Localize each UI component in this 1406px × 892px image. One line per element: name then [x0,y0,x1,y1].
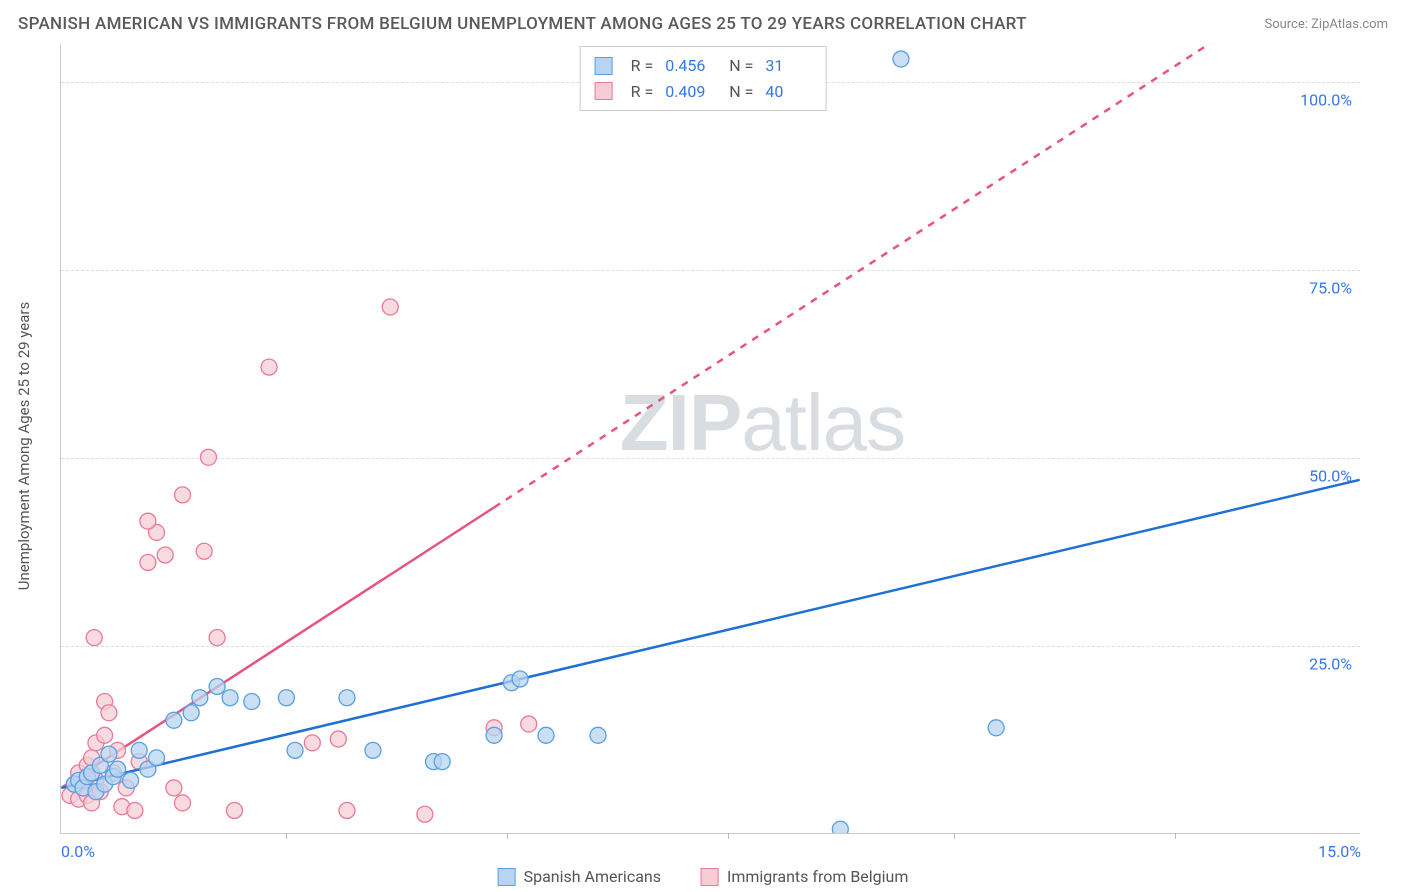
x-tick [286,833,287,839]
trend-line-belgium [61,507,494,788]
data-point-spanish [988,720,1004,736]
legend-series: Spanish Americans Immigrants from Belgium [498,867,909,886]
data-point-belgium [140,554,156,570]
data-point-belgium [209,630,225,646]
data-point-belgium [417,806,433,822]
x-tick-label-min: 0.0% [61,842,95,861]
data-point-belgium [86,630,102,646]
x-tick [1175,833,1176,839]
trend-line-spanish [61,480,1359,788]
x-tick [507,833,508,839]
legend-swatch-belgium [701,868,719,886]
chart-title: SPANISH AMERICAN VS IMMIGRANTS FROM BELG… [18,14,1027,34]
stat-label-n: N = [729,53,753,79]
legend-stats-row-belgium: R = 0.409 N = 40 [595,79,812,105]
data-point-spanish [287,742,303,758]
data-point-belgium [97,727,113,743]
data-point-spanish [486,727,502,743]
data-point-spanish [512,671,528,687]
legend-swatch-belgium [595,82,613,100]
legend-label-belgium: Immigrants from Belgium [727,867,908,886]
data-point-spanish [149,750,165,766]
x-tick [728,833,729,839]
data-point-belgium [521,716,537,732]
legend-swatch-spanish [498,868,516,886]
stat-value-r-spanish: 0.456 [665,53,711,79]
data-point-spanish [209,678,225,694]
legend-item-belgium: Immigrants from Belgium [701,867,908,886]
stat-value-n-belgium: 40 [765,79,811,105]
legend-stats: R = 0.456 N = 31 R = 0.409 N = 40 [580,46,827,111]
data-point-belgium [175,795,191,811]
data-point-spanish [538,727,554,743]
data-point-belgium [166,780,182,796]
data-point-spanish [110,761,126,777]
data-point-spanish [893,51,909,67]
data-point-spanish [590,727,606,743]
stat-value-r-belgium: 0.409 [665,79,711,105]
data-point-belgium [200,449,216,465]
data-point-belgium [140,513,156,529]
stat-label-r: R = [631,79,654,105]
data-point-spanish [192,690,208,706]
x-tick [954,833,955,839]
data-point-belgium [382,299,398,315]
y-axis-label: Unemployment Among Ages 25 to 29 years [15,302,33,590]
legend-swatch-spanish [595,57,613,75]
data-point-belgium [127,802,143,818]
data-point-spanish [832,821,848,833]
data-point-spanish [101,746,117,762]
x-tick-label-max: 15.0% [1318,842,1361,861]
data-point-belgium [339,802,355,818]
data-point-belgium [226,802,242,818]
data-point-spanish [339,690,355,706]
data-point-belgium [304,735,320,751]
legend-stats-row-spanish: R = 0.456 N = 31 [595,53,812,79]
data-point-spanish [131,742,147,758]
data-point-belgium [261,359,277,375]
data-point-spanish [183,705,199,721]
data-point-belgium [101,705,117,721]
data-point-belgium [330,731,346,747]
data-point-belgium [175,487,191,503]
data-point-spanish [123,772,139,788]
data-point-belgium [196,543,212,559]
data-point-belgium [157,547,173,563]
legend-label-spanish: Spanish Americans [524,867,661,886]
stat-label-n: N = [729,79,753,105]
data-point-spanish [365,742,381,758]
data-point-spanish [244,694,260,710]
data-point-spanish [222,690,238,706]
legend-item-spanish: Spanish Americans [498,867,661,886]
trend-line-dashed-belgium [494,44,1360,507]
stat-label-r: R = [631,53,654,79]
data-point-spanish [166,712,182,728]
chart-svg [61,44,1360,833]
plot-area: ZIPatlas 25.0%50.0%75.0%100.0%0.0%15.0% [60,44,1360,834]
source-attribution: Source: ZipAtlas.com [1264,17,1388,32]
stat-value-n-spanish: 31 [765,53,811,79]
data-point-spanish [434,754,450,770]
data-point-spanish [278,690,294,706]
